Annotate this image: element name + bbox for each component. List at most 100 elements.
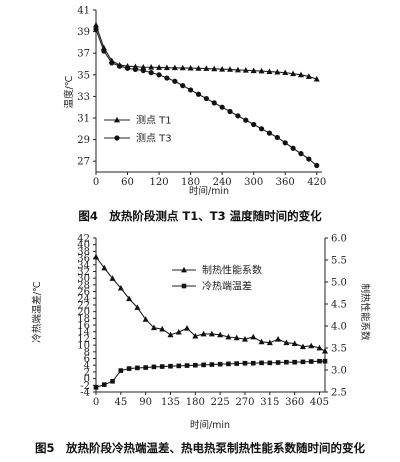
c2-x-tick-label: 45 [114, 397, 127, 408]
c1-series-2-point [93, 26, 99, 33]
c1-x-tick-label: 60 [121, 177, 134, 188]
c1-x-tick-label: 300 [244, 177, 263, 188]
c2-series-2-point [317, 358, 322, 364]
c1-x-tick-label: 120 [150, 177, 169, 188]
c2-y-tick-label: 14 [77, 327, 90, 338]
c2-series-1-point [126, 295, 133, 302]
c1-series-2-point [156, 72, 162, 78]
c1-series-2-point [195, 91, 202, 97]
c2-series-1-point [208, 330, 215, 337]
c2-x-tick-label: 180 [186, 397, 205, 408]
c2-series-1-point [308, 342, 315, 349]
c1-series-2-point [298, 151, 304, 157]
c1-series-2-point [219, 104, 225, 110]
c1-x-tick-label: 240 [213, 177, 232, 188]
c1-series-1-point [195, 65, 202, 71]
c2-series-1-point [233, 334, 240, 341]
c2-y2-tick-label: 6.0 [331, 234, 347, 245]
c2-y-tick-label: 20 [77, 307, 90, 318]
c2-series-2-point [275, 360, 281, 365]
c2-series-1-point [291, 340, 298, 346]
c2-series-1-point [266, 339, 273, 346]
c1-x-tick-label: 180 [181, 177, 200, 188]
c2-legend-label: 制热性能系数 [202, 264, 262, 277]
c2-x-tick-label: 90 [139, 397, 152, 408]
c1-series-1-point [313, 75, 320, 82]
c2-series-2-point [193, 362, 198, 368]
c2-y2-tick-label: 2.5 [331, 388, 347, 399]
c1-series-2-point [188, 87, 194, 93]
c2-y-tick-label: 18 [77, 314, 90, 325]
c1-y-tick-label: 41 [77, 6, 90, 17]
c1-series-1-point [93, 21, 99, 28]
c1-series-2-point [290, 145, 296, 151]
c1-y-tick-label: 29 [77, 135, 90, 146]
c1-series-2-point [117, 63, 123, 69]
c1-series-2-point [211, 100, 217, 106]
chart-t1-t3: 0 60 120 180 240 300 360 420 27 29 31 33 35 37 39 41 时… [63, 6, 326, 224]
c1-series-1-point [219, 65, 226, 72]
c1-series-1-point [282, 69, 289, 76]
c2-y2-tick-label: 4.0 [331, 322, 347, 333]
c2-legend-label: 冷热端温差 [202, 280, 252, 293]
c1-series-2-point [203, 95, 209, 102]
c1-series-2-point [235, 113, 241, 119]
c2-series-1-point [101, 264, 108, 271]
c1-series-1-point [100, 44, 107, 51]
c2-y2-tick-label: 3.5 [331, 344, 347, 355]
c2-series-2-point [184, 363, 190, 368]
c1-y-tick-label: 39 [77, 27, 90, 38]
c1-legend-label: 测点 T3 [136, 132, 172, 145]
c1-series-2-point [132, 66, 139, 72]
c2-series-1-point [142, 316, 149, 322]
c2-series-2-point [168, 363, 173, 369]
c2-series-1-point [159, 325, 166, 332]
c2-series-1-point [167, 331, 174, 338]
c2-series-2-point [250, 360, 256, 366]
c1-series-1-point [290, 70, 297, 77]
c1-series-1-point [297, 71, 304, 78]
c2-y-tick-label: 2 [84, 367, 90, 378]
c2-y-tick-label: 28 [77, 280, 90, 291]
c2-series-2-point [151, 364, 157, 370]
c2-y-tick-label: 36 [77, 254, 90, 265]
c2-y-tick-label: 4 [84, 361, 90, 372]
c1-series-1-point [258, 67, 265, 74]
c2-series-1-point [299, 343, 306, 350]
c1-series-1-point [305, 73, 312, 79]
c2-series-1-point [134, 304, 141, 310]
c2-series-2-point [135, 365, 140, 371]
c1-y-tick-label: 27 [77, 157, 90, 168]
c2-y-tick-label: 22 [77, 300, 90, 311]
c1-series-2-point [306, 156, 312, 162]
c2-xlabel: 时间/min [190, 419, 230, 431]
c2-series-2-point [322, 358, 328, 364]
c1-series-2-point [258, 126, 265, 132]
c1-series-1-point [179, 64, 186, 71]
c2-y-tick-label: 26 [77, 287, 90, 298]
c2-y-tick-label: 32 [77, 267, 90, 278]
c2-series-1-point [117, 284, 124, 291]
c1-series-1-point [266, 68, 273, 74]
c2-series-1-point [316, 344, 323, 351]
c2-x-tick-label: 360 [285, 397, 304, 408]
c1-series-1-point [242, 67, 249, 73]
c2-series-2-point [159, 364, 165, 369]
c1-series-2-point [140, 67, 146, 74]
c2-series-2-point [300, 359, 306, 365]
c2-y-tick-label: 16 [77, 321, 90, 332]
c1-series-2-point [314, 162, 320, 169]
c1-x-tick-label: 0 [93, 177, 99, 188]
c2-ylabel: 冷热端温差/℃ [31, 281, 43, 343]
c2-series-1-point [175, 328, 182, 335]
c1-xlabel: 时间/min [189, 185, 229, 197]
c2-y-tick-label: 10 [77, 341, 90, 352]
c2-y-tick-label: -4 [80, 388, 90, 399]
c2-x-tick-label: 315 [260, 397, 279, 408]
c2-series-2-point [242, 360, 248, 366]
c2-series-1-point [275, 336, 282, 342]
c2-series-1-point [250, 333, 257, 340]
c1-series-1-point [203, 65, 210, 71]
c2-series-2-point [284, 359, 289, 365]
